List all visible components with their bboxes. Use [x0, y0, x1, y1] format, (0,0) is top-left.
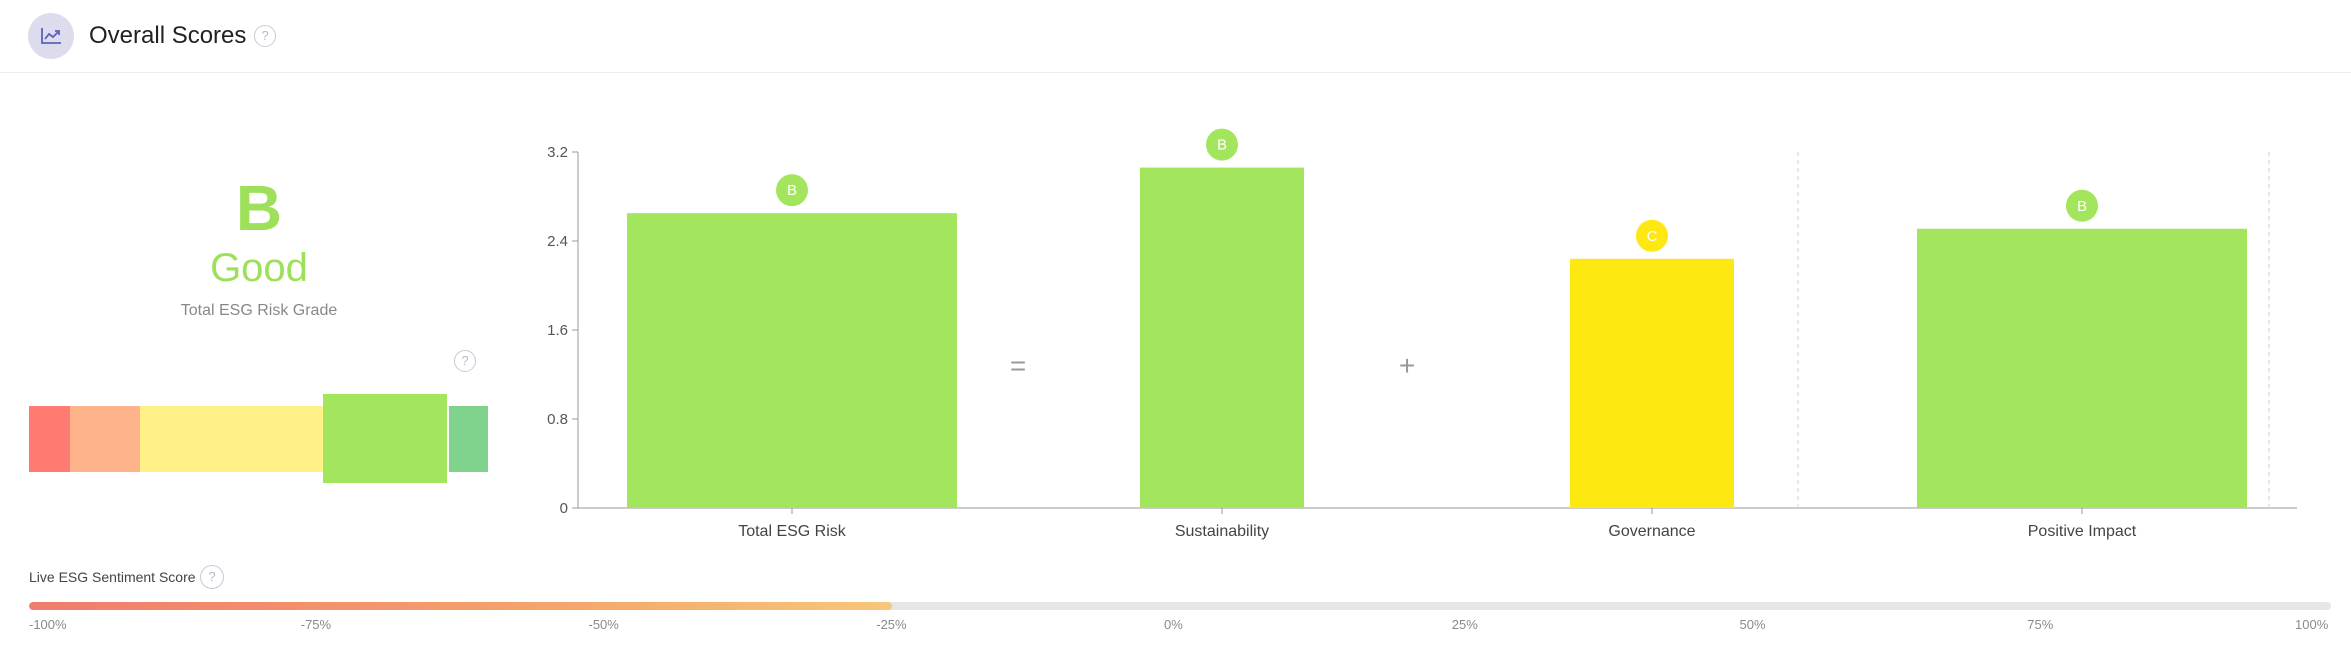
- y-tick-label: 1.6: [547, 322, 568, 339]
- sentiment-tick-label: 75%: [2027, 617, 2054, 632]
- sentiment-tick-label: 25%: [1451, 617, 1478, 632]
- sentiment-tick-label: -25%: [876, 617, 907, 632]
- sentiment-help-icon[interactable]: ?: [200, 565, 224, 589]
- sentiment-tick-label: -100%: [29, 617, 67, 632]
- grade-badge: [2066, 189, 2098, 222]
- grade-badge-label: B: [1217, 137, 1227, 154]
- operator-symbol: =: [1010, 350, 1026, 381]
- sentiment-tick-label: -50%: [588, 617, 619, 632]
- sentiment-label: Live ESG Sentiment Score: [29, 569, 196, 585]
- sentiment-tick-label: 50%: [1739, 617, 1766, 632]
- help-icon[interactable]: ?: [254, 25, 276, 47]
- grade-badge: [1206, 128, 1238, 161]
- bar: [1917, 228, 2247, 508]
- x-tick-label: Sustainability: [1175, 523, 1269, 540]
- grade-scale-segment: [323, 394, 447, 483]
- grade-badge-label: B: [2077, 198, 2087, 215]
- bar: [1140, 167, 1304, 508]
- bar: [1570, 258, 1734, 508]
- sentiment-track: [29, 602, 2331, 610]
- operator-symbol: +: [1399, 350, 1415, 381]
- y-tick-label: 0: [560, 500, 568, 517]
- sentiment-tick-label: -75%: [300, 617, 332, 632]
- x-tick-label: Positive Impact: [2028, 523, 2137, 540]
- header-bar: Overall Scores ?: [0, 0, 2351, 73]
- x-tick-label: Governance: [1608, 523, 1695, 540]
- y-tick-label: 2.4: [547, 233, 568, 250]
- sentiment-tick-label: 100%: [2295, 617, 2329, 632]
- sentiment-tick-label: 0%: [1164, 617, 1183, 632]
- chart-trend-icon: [28, 13, 74, 59]
- grade-caption: Total ESG Risk Grade: [180, 302, 338, 319]
- bar: [627, 213, 957, 508]
- grade-badge: [776, 174, 808, 207]
- grade-scale-segment: [449, 406, 488, 472]
- y-tick-label: 0.8: [547, 411, 568, 428]
- grade-badge-label: B: [787, 182, 797, 199]
- grade-scale-segment: [140, 406, 323, 472]
- y-tick-label: 3.2: [547, 144, 568, 161]
- grade-scale-segment: [29, 406, 70, 472]
- x-tick-label: Total ESG Risk: [738, 523, 847, 540]
- grade-letter: B: [235, 172, 283, 244]
- grade-word: Good: [210, 246, 308, 290]
- grade-badge: [1636, 219, 1668, 252]
- grade-help-icon[interactable]: ?: [454, 350, 476, 372]
- page-title: Overall Scores: [89, 22, 247, 49]
- sentiment-fill: [29, 602, 893, 610]
- grade-scale-segment: [70, 406, 140, 472]
- overall-scores-chart: 0 0.8 1.6 2.4 3.2 B Total ESG Risk B Sustainabil…: [547, 128, 2297, 540]
- grade-badge-label: C: [1647, 228, 1658, 245]
